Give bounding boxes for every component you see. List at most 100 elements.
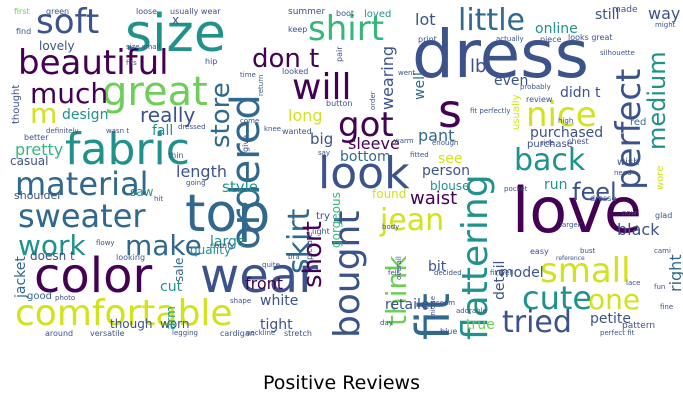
word-fall: fall	[152, 123, 174, 139]
word-small: small	[540, 251, 631, 291]
word-black: black	[617, 220, 660, 239]
word-adorable: adorable	[456, 307, 487, 315]
word-good: good	[27, 291, 52, 302]
word-casual: casual	[10, 154, 49, 168]
word-boot: boot	[336, 9, 355, 18]
word-find: find	[16, 27, 32, 36]
word-first: first	[14, 7, 30, 16]
word-dresse: dresse	[590, 194, 617, 203]
word-beautiful: beautiful	[18, 43, 169, 83]
word-loose: loose	[136, 7, 158, 16]
word-person: person	[422, 163, 470, 179]
word-online: online	[535, 21, 578, 37]
word-might: might	[655, 21, 676, 29]
word-bust: bust	[580, 247, 596, 255]
word-lovely: lovely	[39, 39, 75, 53]
word-love: love	[512, 174, 642, 247]
word-got: got	[338, 105, 394, 145]
word-around: around	[45, 329, 74, 338]
word-cami: cami	[654, 247, 671, 255]
word-fine: fine	[660, 303, 674, 311]
word-thin: thin	[168, 151, 184, 160]
word-soft: soft	[36, 2, 100, 42]
word-button: button	[326, 99, 353, 108]
word-print: print	[418, 35, 437, 44]
word-flowy: flowy	[96, 239, 115, 247]
word-cute: cute	[522, 279, 593, 317]
word-time: time	[240, 71, 256, 79]
word-found: found	[372, 187, 407, 201]
word-larger: larger	[560, 221, 581, 229]
word-detail: detail	[492, 260, 508, 300]
word-much: much	[30, 77, 109, 110]
word-seem: seem	[436, 299, 456, 307]
word-keep: keep	[288, 25, 308, 34]
word-went: went	[398, 69, 416, 77]
word-length: length	[176, 162, 227, 181]
word-photo: photo	[55, 294, 76, 302]
word-m: m	[30, 97, 58, 130]
word-high: high	[558, 117, 574, 125]
word-way: way	[648, 4, 681, 23]
word-lb: lb	[470, 56, 487, 77]
word-s: s	[438, 84, 462, 138]
word-pant: pant	[418, 126, 455, 145]
word-look: look	[318, 148, 410, 199]
word-wearing: wearing	[378, 45, 397, 110]
word-versatile: versatile	[90, 329, 125, 338]
word-true: true	[466, 317, 495, 333]
word-silhouette: silhouette	[600, 49, 635, 57]
word-white: white	[260, 293, 299, 309]
word-really: really	[140, 103, 196, 127]
word-one: one	[588, 283, 641, 316]
word-tried: tried	[502, 305, 572, 340]
word-doesn-t: doesn t	[30, 249, 75, 263]
word-usually: usually	[511, 94, 522, 131]
word-probably: probably	[520, 83, 551, 91]
word-retailer: retailer	[385, 297, 436, 313]
word-wear: wear	[200, 248, 318, 304]
word-lot: lot	[415, 10, 436, 29]
word-now: now	[622, 209, 637, 217]
word-say: say	[318, 149, 331, 157]
word-hit: hit	[154, 195, 164, 203]
word-day: day	[380, 319, 393, 327]
word-body: body	[382, 223, 400, 231]
word-comfortable: comfortable	[15, 293, 233, 334]
word-wore: wore	[655, 165, 666, 190]
word-fun: fun	[654, 283, 666, 291]
word-wasn-t: wasn t	[106, 127, 130, 135]
word-nice: nice	[526, 95, 597, 135]
word-purchased: purchased	[530, 125, 604, 141]
word-felt: felt	[388, 269, 400, 277]
word-top: top	[185, 184, 271, 244]
word-fit-well: fit well	[490, 269, 514, 277]
word-x: x	[172, 13, 180, 27]
word-waist: waist	[410, 188, 458, 209]
word-cloud: dress love size top color wear fabric great fit l…	[10, 2, 683, 340]
word-even: even	[494, 73, 529, 89]
word-see: see	[438, 151, 463, 167]
word-medium: medium	[643, 51, 671, 150]
word-make: make	[125, 229, 202, 262]
word-fits: fits	[126, 59, 137, 67]
word-made: made	[612, 5, 638, 15]
word-actually: actually	[496, 35, 524, 43]
word-picture: picture	[305, 232, 314, 260]
word-blue: blue	[440, 327, 458, 336]
word-overall: overall	[395, 256, 403, 280]
word-definitely: definitely	[46, 127, 79, 135]
word-jacket: jacket	[13, 256, 29, 298]
word-try: try	[316, 211, 330, 222]
word-return: return	[257, 74, 265, 96]
word-shoulder: shoulder	[14, 189, 62, 202]
word-perfect-fit: perfect fit	[600, 329, 635, 337]
word-front: front	[245, 274, 284, 293]
word-warm: warm	[394, 137, 414, 145]
word-pocket: pocket	[504, 185, 528, 193]
word-give: give	[241, 135, 250, 152]
word-red: red	[630, 117, 647, 128]
word-saw: saw	[130, 185, 154, 199]
word-purchase: purchase	[527, 139, 573, 150]
word-blouse: blouse	[430, 179, 470, 193]
